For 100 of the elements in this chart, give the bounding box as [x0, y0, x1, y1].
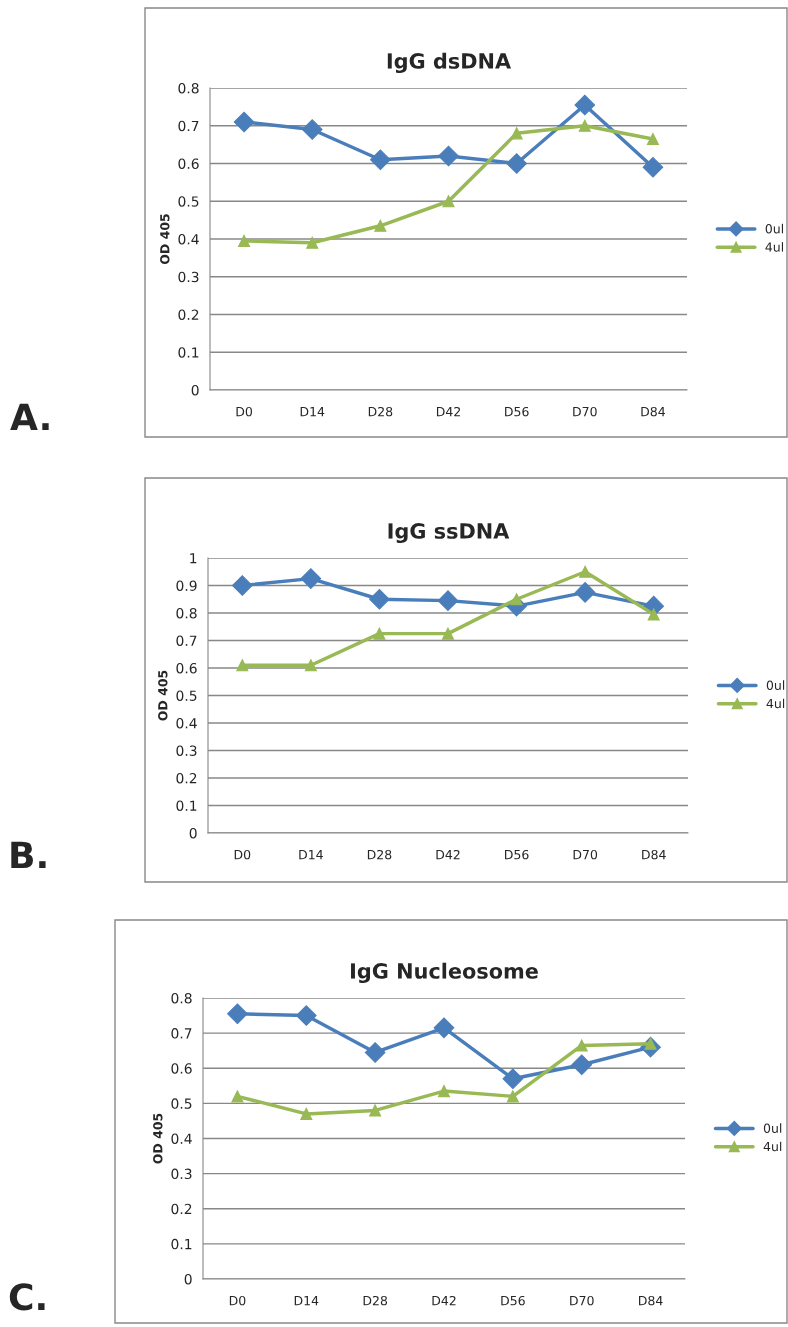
- point: [233, 111, 255, 133]
- y-tick-label: 1: [190, 553, 197, 564]
- x-tick-label: D28: [363, 1295, 388, 1306]
- y-tick-label: 0: [184, 1273, 192, 1285]
- point: [442, 195, 455, 208]
- point: [295, 1005, 317, 1026]
- x-tick-label: D0: [229, 1295, 246, 1306]
- text: B.: [11, 841, 46, 868]
- y-tick-label: 0.1: [176, 800, 197, 811]
- x-tick-label: D0: [234, 849, 251, 860]
- x-tick-label: D0: [236, 406, 253, 417]
- point: [646, 132, 659, 146]
- y-axis-title: OD 405: [160, 214, 170, 265]
- y-tick-label: 0.3: [176, 745, 197, 756]
- point: [506, 153, 527, 174]
- point: [300, 1107, 313, 1120]
- point: [370, 149, 391, 171]
- y-axis-title: OD 405: [158, 670, 168, 721]
- point: [579, 565, 592, 578]
- y-tick-label: 0.7: [176, 635, 197, 646]
- y-tick-label: 0.5: [171, 1098, 192, 1109]
- y-tick-label: 0.4: [178, 233, 199, 245]
- y-tick-label: 0: [191, 384, 199, 396]
- text: C.: [9, 1283, 45, 1311]
- point: [506, 1090, 519, 1103]
- x-tick-label: D42: [432, 1295, 456, 1306]
- y-tick-label: 0.2: [176, 772, 197, 784]
- legend-label: 4ul: [766, 698, 785, 709]
- chart-title: IgG dsDNA: [387, 52, 511, 74]
- point: [510, 593, 523, 606]
- x-tick-label: D56: [505, 849, 529, 860]
- y-tick-label: 0.2: [178, 309, 199, 320]
- x-tick-label: D14: [299, 850, 323, 860]
- x-tick-label: D28: [367, 849, 392, 860]
- point: [373, 627, 386, 640]
- y-tick-label: 0.5: [176, 690, 197, 701]
- point: [304, 659, 317, 672]
- y-tick-label: 0.7: [171, 1028, 192, 1039]
- point: [642, 156, 664, 178]
- y-tick-label: 0.6: [178, 158, 199, 169]
- y-axis-title: OD 405: [153, 1113, 163, 1164]
- x-tick-label: D84: [641, 406, 665, 417]
- point: [575, 1039, 588, 1052]
- point: [231, 1090, 244, 1103]
- y-tick-label: 0.6: [171, 1063, 192, 1074]
- y-tick-label: 0.8: [178, 82, 199, 94]
- legend-label: 0ul: [763, 1123, 782, 1133]
- y-tick-label: 0.2: [171, 1203, 192, 1215]
- x-tick-label: D70: [573, 406, 597, 417]
- point: [306, 236, 319, 249]
- point: [438, 145, 459, 167]
- y-tick-label: 0.9: [176, 580, 197, 591]
- point: [300, 568, 322, 589]
- point: [571, 1054, 593, 1076]
- point: [364, 1042, 386, 1063]
- chart-title: IgG Nucleosome: [351, 962, 538, 984]
- x-tick-label: D70: [570, 1295, 594, 1306]
- y-tick-label: 0.7: [178, 120, 199, 132]
- point: [238, 234, 251, 247]
- x-tick-label: D56: [501, 1295, 525, 1306]
- point: [369, 1104, 382, 1117]
- y-tick-label: 0: [189, 827, 197, 839]
- text: A.: [10, 403, 49, 430]
- x-tick-label: D28: [368, 406, 393, 417]
- x-tick-label: D84: [642, 849, 666, 860]
- point: [374, 219, 387, 232]
- legend-label: 4ul: [763, 1141, 782, 1152]
- point: [647, 608, 660, 621]
- x-tick-label: D42: [436, 849, 460, 860]
- y-tick-label: 0.3: [178, 271, 199, 283]
- x-tick-label: D70: [573, 849, 598, 860]
- x-tick-label: D84: [639, 1295, 663, 1306]
- point: [578, 119, 591, 132]
- y-tick-label: 0.3: [171, 1168, 192, 1180]
- point: [369, 588, 390, 610]
- point: [437, 590, 459, 611]
- x-tick-label: D14: [294, 1296, 319, 1306]
- point: [433, 1017, 455, 1039]
- point: [227, 1003, 248, 1025]
- point: [574, 94, 596, 116]
- legend-label: 4ul: [765, 242, 784, 252]
- point: [502, 1068, 524, 1090]
- legend-label: 0ul: [766, 680, 785, 690]
- legend-label: 0ul: [765, 223, 784, 234]
- y-tick-label: 0.5: [178, 196, 199, 207]
- x-tick-label: D14: [300, 407, 325, 417]
- point: [441, 627, 455, 640]
- y-tick-label: 0.8: [176, 607, 197, 619]
- point: [301, 119, 323, 140]
- y-tick-label: 0.4: [176, 717, 197, 729]
- y-tick-label: 0.6: [176, 662, 197, 674]
- point: [236, 659, 249, 672]
- point: [574, 582, 596, 603]
- y-tick-label: 0.4: [171, 1133, 192, 1144]
- x-tick-label: D56: [505, 406, 529, 417]
- point: [231, 575, 253, 596]
- y-tick-label: 0.1: [178, 347, 199, 358]
- point: [437, 1085, 451, 1098]
- chart-title: IgG ssDNA: [388, 523, 510, 544]
- y-tick-label: 0.1: [171, 1238, 192, 1250]
